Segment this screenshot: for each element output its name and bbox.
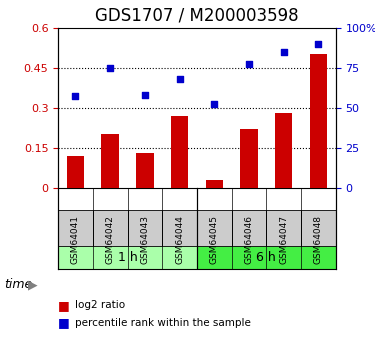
- Bar: [58, 210, 93, 269]
- Point: [211, 102, 217, 107]
- Text: GSM64045: GSM64045: [210, 215, 219, 264]
- Bar: [128, 210, 162, 269]
- Text: GSM64044: GSM64044: [175, 215, 184, 264]
- Bar: [171, 116, 188, 188]
- Text: time: time: [4, 278, 32, 291]
- Point: [72, 94, 78, 99]
- Bar: [136, 153, 153, 188]
- Bar: [58, 246, 197, 269]
- Text: ■: ■: [58, 316, 70, 329]
- Point: [142, 92, 148, 98]
- Text: GSM64047: GSM64047: [279, 215, 288, 264]
- Bar: [206, 180, 223, 188]
- Text: GSM64043: GSM64043: [140, 215, 149, 264]
- Bar: [275, 113, 292, 188]
- Point: [177, 76, 183, 82]
- Text: ▶: ▶: [28, 278, 38, 291]
- Text: 1 h: 1 h: [118, 251, 137, 264]
- Bar: [301, 210, 336, 269]
- Bar: [162, 210, 197, 269]
- Bar: [266, 210, 301, 269]
- Bar: [310, 54, 327, 188]
- Title: GDS1707 / M200003598: GDS1707 / M200003598: [95, 7, 298, 24]
- Point: [280, 49, 286, 55]
- Bar: [231, 210, 266, 269]
- Point: [246, 62, 252, 67]
- Bar: [93, 210, 128, 269]
- Text: GSM64048: GSM64048: [314, 215, 323, 264]
- Bar: [67, 156, 84, 188]
- Point: [107, 65, 113, 70]
- Bar: [240, 129, 258, 188]
- Bar: [197, 210, 231, 269]
- Text: log2 ratio: log2 ratio: [75, 300, 125, 310]
- Text: GSM64041: GSM64041: [71, 215, 80, 264]
- Text: GSM64046: GSM64046: [244, 215, 254, 264]
- Bar: [197, 246, 336, 269]
- Text: 6 h: 6 h: [256, 251, 276, 264]
- Bar: [102, 134, 119, 188]
- Text: percentile rank within the sample: percentile rank within the sample: [75, 318, 251, 327]
- Text: GSM64042: GSM64042: [106, 215, 115, 264]
- Text: ■: ■: [58, 299, 70, 312]
- Point: [315, 41, 321, 46]
